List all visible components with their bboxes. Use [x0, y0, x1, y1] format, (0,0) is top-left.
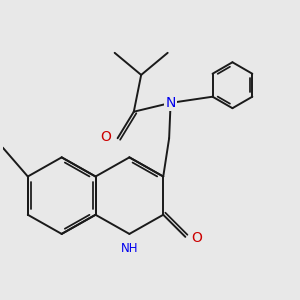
Text: NH: NH	[121, 242, 138, 255]
Text: N: N	[165, 96, 176, 110]
Text: O: O	[100, 130, 111, 144]
Text: O: O	[192, 231, 203, 245]
